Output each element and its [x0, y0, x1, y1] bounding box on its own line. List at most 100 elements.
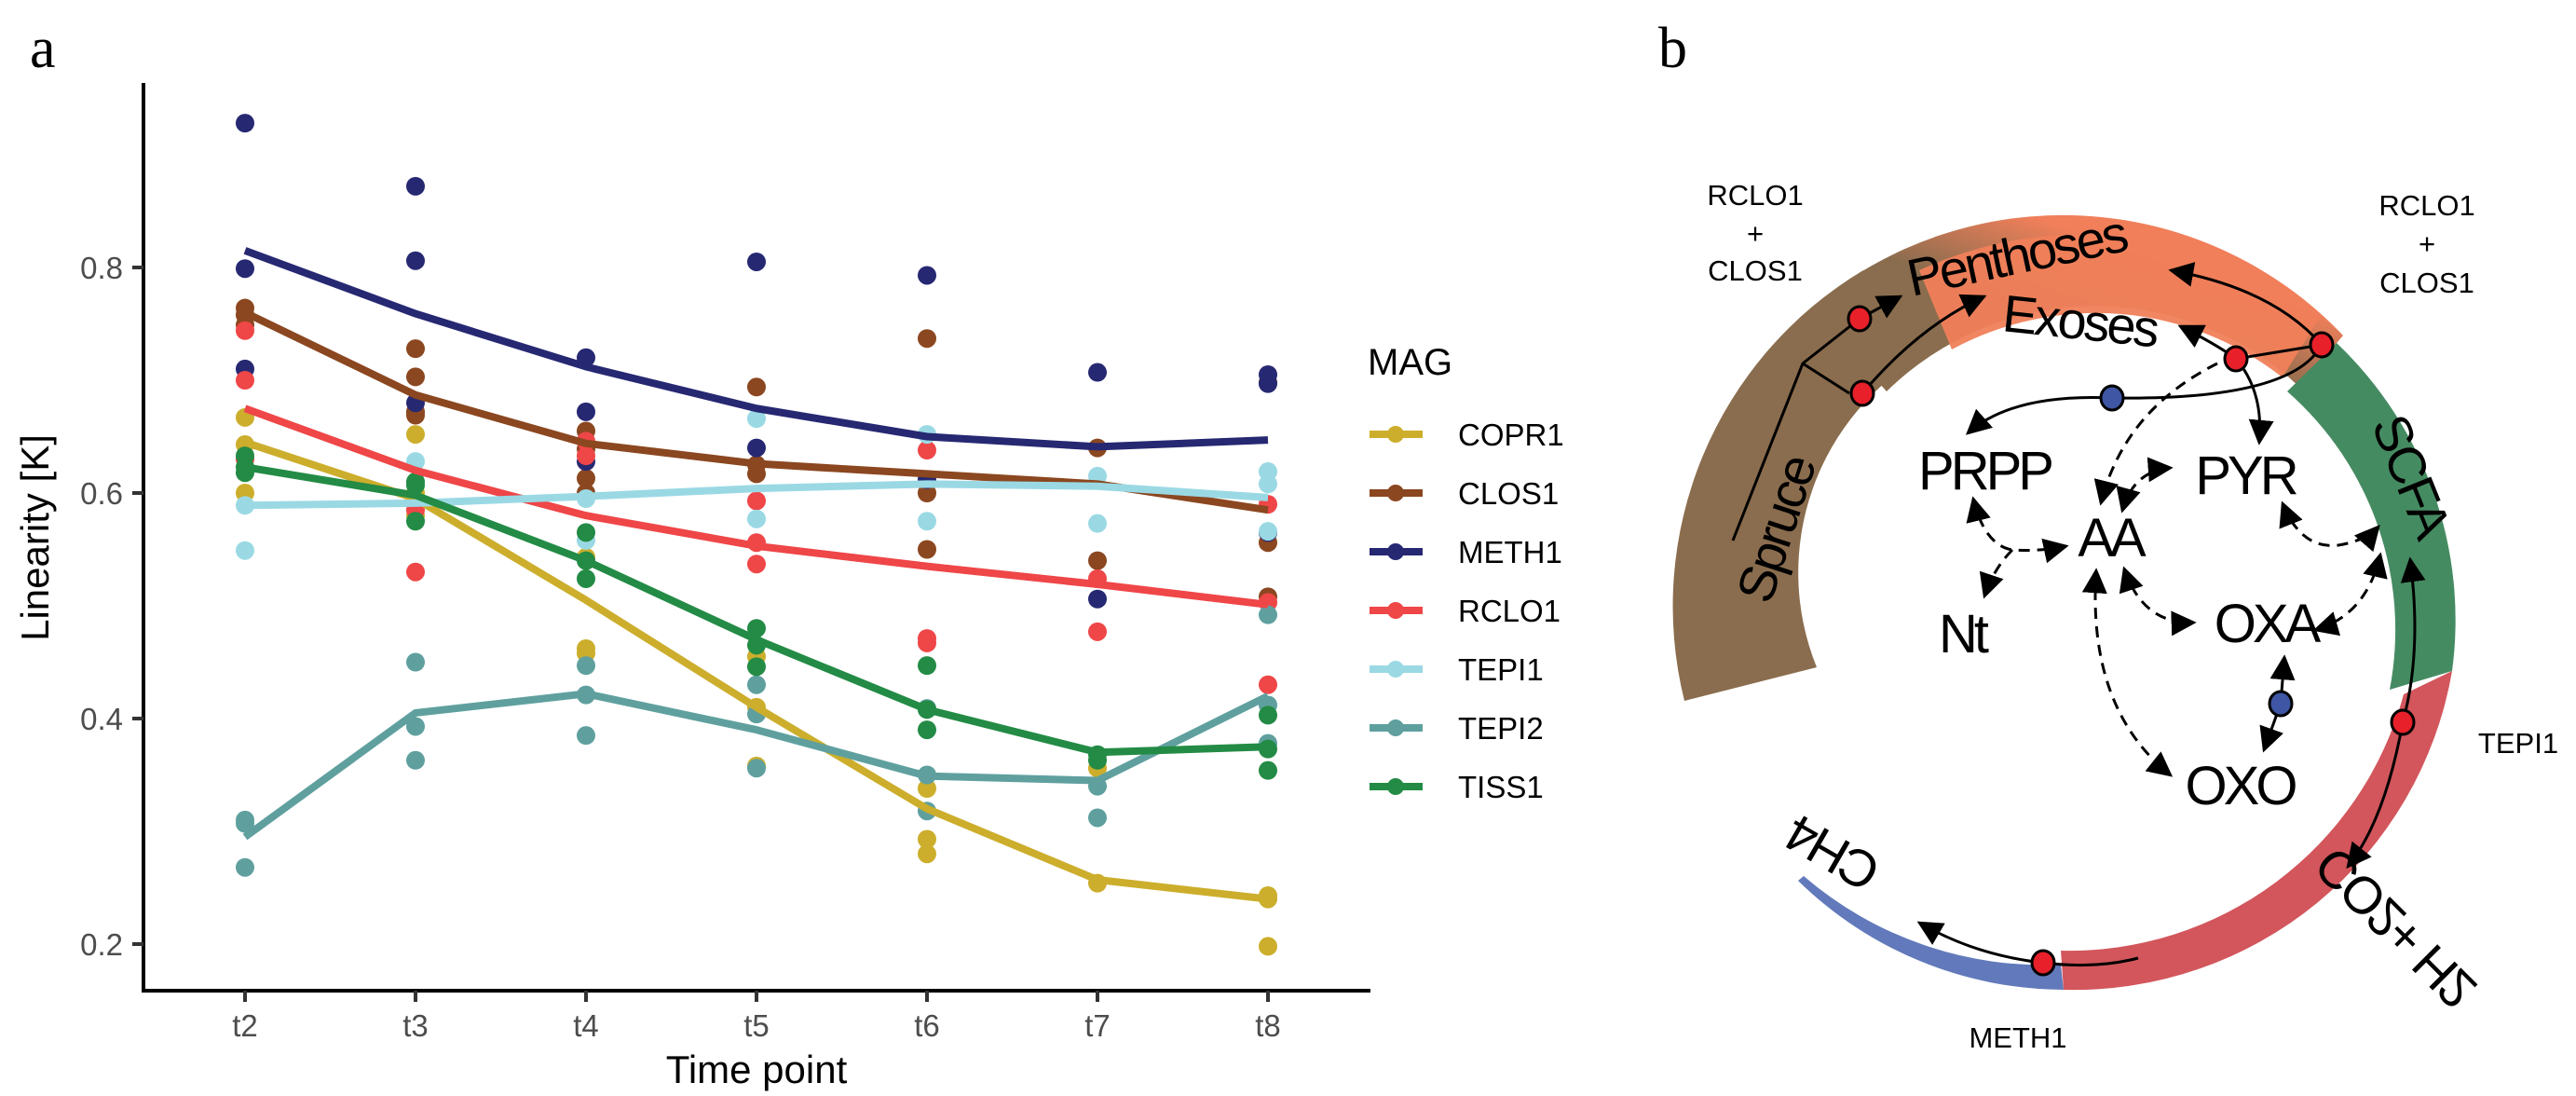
data-point-meth1 — [1259, 374, 1277, 393]
data-point-tepi2 — [747, 759, 766, 778]
y-axis-ticks: 0.2 0.4 0.6 0.8 — [80, 251, 143, 962]
data-point-meth1 — [236, 114, 254, 133]
data-point-rclo1 — [236, 371, 254, 390]
dashed-arrow-prpp-aa — [1966, 496, 2069, 564]
blue-node-icon — [2268, 690, 2294, 718]
legend-swatch-dot — [1387, 602, 1404, 619]
trend-lines-layer — [242, 247, 1270, 903]
data-point-clos1 — [1088, 551, 1107, 570]
arrow-to-co2-h2 — [2346, 721, 2405, 870]
data-point-clos1 — [577, 469, 595, 488]
annotation-right: TEPI1 — [2478, 727, 2558, 760]
data-point-meth1 — [577, 402, 595, 421]
red-node-icon — [2030, 949, 2056, 977]
dashed-arrow-aa-oxo — [2081, 568, 2174, 777]
data-point-copr1 — [918, 779, 936, 799]
y-tick-label: 0.4 — [80, 702, 123, 736]
data-point-clos1 — [918, 484, 936, 502]
x-tick-label: t6 — [914, 1008, 940, 1043]
data-point-rclo1 — [577, 446, 595, 466]
legend-label: METH1 — [1458, 535, 1562, 569]
arrow-scfa-to-penthoses — [2168, 262, 2324, 346]
data-point-meth1 — [406, 251, 425, 270]
x-tick-label: t3 — [402, 1008, 429, 1043]
points-layer — [236, 114, 1277, 956]
data-point-tiss1 — [747, 619, 766, 638]
data-point-tiss1 — [918, 720, 936, 740]
legend-swatch-dot — [1387, 543, 1404, 560]
data-point-meth1 — [1088, 363, 1107, 382]
y-axis-title: Linearity [K] — [13, 434, 57, 641]
data-point-tepi1 — [1259, 522, 1277, 541]
ring-label-co2-h2: CO2+ H2 — [2303, 836, 2486, 1019]
x-axis-ticks: t2 t3 t4 t5 t6 t7 t8 — [232, 991, 1281, 1043]
data-point-tiss1 — [918, 656, 936, 676]
data-point-rclo1 — [406, 562, 425, 582]
annotation-top-left-line2: + — [1747, 217, 1764, 250]
arrow-to-scfa — [2400, 556, 2426, 723]
node-nt: Nt — [1939, 604, 1989, 664]
legend-label: TEPI2 — [1458, 711, 1544, 746]
annotation-top-left-line1: RCLO1 — [1707, 179, 1803, 212]
legend-item-rclo1: RCLO1 — [1370, 594, 1561, 628]
legend-item-meth1: METH1 — [1370, 535, 1562, 569]
panel-b-label: b — [1658, 17, 1687, 80]
data-point-meth1 — [1088, 589, 1107, 609]
data-point-clos1 — [747, 464, 766, 484]
trend-line-meth1 — [243, 247, 1269, 451]
legend-swatch-dot — [1387, 426, 1404, 443]
legend-item-tiss1: TISS1 — [1370, 770, 1544, 804]
legend-label: TEPI1 — [1458, 652, 1544, 687]
blue-node-icon — [2099, 384, 2125, 412]
x-tick-label: t8 — [1255, 1008, 1281, 1043]
data-point-clos1 — [747, 377, 766, 397]
data-point-tepi1 — [1259, 474, 1277, 494]
data-point-rclo1 — [1088, 622, 1107, 641]
data-point-tiss1 — [406, 475, 425, 495]
node-pyr: PYR — [2195, 445, 2297, 506]
data-point-tiss1 — [577, 569, 595, 588]
node-aa: AA — [2078, 508, 2147, 569]
y-tick-label: 0.8 — [80, 251, 123, 285]
data-point-tepi2 — [747, 675, 766, 694]
trend-line-tepi2 — [242, 690, 1270, 841]
data-point-clos1 — [406, 339, 425, 359]
data-point-tepi2 — [577, 726, 595, 746]
ring-segment-spruce — [1672, 270, 1929, 701]
red-node-icon — [2223, 345, 2249, 373]
annotation-top-right-line3: CLOS1 — [2379, 267, 2474, 299]
data-point-copr1 — [1259, 937, 1277, 956]
legend-swatch-dot — [1387, 661, 1404, 678]
data-point-meth1 — [747, 252, 766, 271]
x-tick-label: t7 — [1084, 1008, 1111, 1043]
metabolic-pathway-diagram: Spruce Penthoses Exoses SCFA CO2+ H2 CH4 — [1672, 179, 2558, 1054]
annotation-bottom: METH1 — [1969, 1021, 2066, 1054]
data-point-tepi2 — [406, 652, 425, 672]
data-point-tepi2 — [1088, 808, 1107, 828]
data-point-rclo1 — [918, 633, 936, 652]
trend-line-tiss1 — [244, 463, 1269, 757]
data-point-tepi2 — [236, 857, 254, 877]
legend-item-tepi2: TEPI2 — [1370, 711, 1544, 746]
data-point-meth1 — [918, 266, 936, 285]
data-point-tepi2 — [406, 750, 425, 770]
data-point-meth1 — [236, 259, 254, 279]
data-point-rclo1 — [236, 321, 254, 340]
dashed-arrow-to-aa — [2093, 362, 2218, 506]
data-point-rclo1 — [747, 491, 766, 511]
node-oxo: OXO — [2186, 756, 2297, 816]
trend-line-tepi1 — [244, 480, 1269, 510]
data-point-tiss1 — [1259, 760, 1277, 780]
data-point-tepi2 — [1259, 605, 1277, 624]
legend-item-clos1: CLOS1 — [1370, 476, 1559, 511]
node-oxa: OXA — [2215, 594, 2322, 654]
legend-label: CLOS1 — [1458, 476, 1559, 511]
x-axis-title: Time point — [666, 1048, 848, 1091]
data-point-tepi1 — [918, 512, 936, 531]
node-prpp: PRPP — [1918, 441, 2051, 501]
legend-swatch-dot — [1387, 719, 1404, 736]
legend-label: TISS1 — [1458, 770, 1544, 804]
data-point-tepi1 — [236, 541, 254, 560]
dashed-arrow-aa-oxa — [2119, 566, 2197, 637]
ring-segment-co2-h2 — [2061, 671, 2452, 991]
